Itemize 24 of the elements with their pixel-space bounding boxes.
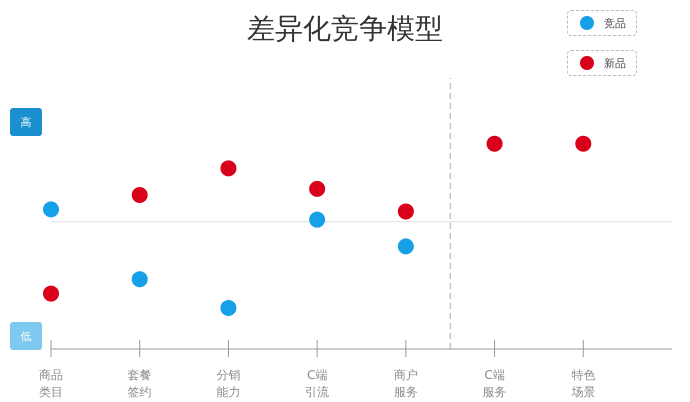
legend-label: 竞品	[604, 16, 626, 30]
point	[220, 300, 236, 316]
text: 高	[10, 108, 42, 136]
legend-label: 新品	[604, 56, 626, 70]
x-tick-label: C端服务	[482, 368, 507, 399]
point	[398, 203, 414, 220]
point	[132, 187, 148, 204]
x-tick-label: 特色场景	[570, 368, 596, 399]
x-tick-label: 套餐签约	[128, 368, 152, 399]
point	[220, 160, 236, 176]
point	[132, 271, 148, 288]
x-tick-label: 商户服务	[394, 368, 418, 399]
point	[398, 238, 414, 254]
x-tick-label: 分销能力	[216, 368, 240, 399]
point	[575, 136, 592, 152]
point	[43, 201, 59, 218]
point	[43, 286, 59, 302]
point	[486, 136, 503, 152]
x-tick-label: C端引流	[305, 368, 330, 399]
text: 低	[10, 322, 42, 350]
x-tick-label: 商品类目	[39, 368, 63, 399]
point	[309, 212, 326, 228]
point	[309, 180, 326, 197]
chart-title: 差异化竞争模型	[247, 12, 443, 45]
